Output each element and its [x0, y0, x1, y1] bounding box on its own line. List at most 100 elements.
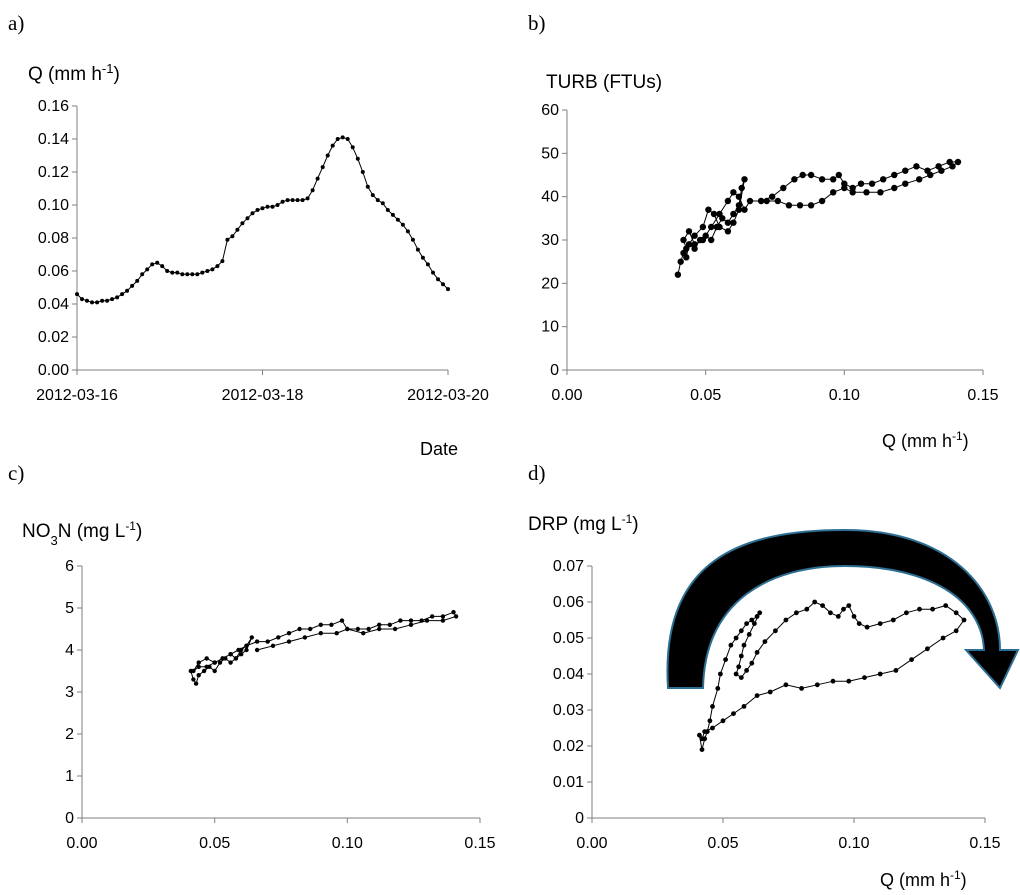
panel-c-letter: c) [8, 461, 24, 485]
panel-a-data-point [355, 156, 360, 161]
panel-a-data-point [320, 165, 325, 170]
panel-b-y-tick-label: 0 [550, 362, 559, 379]
panel-d-letter: d) [528, 461, 546, 485]
panel-b-x-tick-label: 0.15 [967, 387, 998, 404]
panel-a-data-point [105, 298, 110, 303]
panel-c-data-point [239, 652, 244, 657]
panel-a-data-point [431, 270, 435, 275]
panel-a-data-point [180, 272, 185, 277]
panel-a-x-tick-label: 2012-03-16 [36, 387, 118, 404]
panel-b-data-point [868, 180, 876, 187]
panel-a-y-tick-label: 0.14 [38, 131, 69, 148]
panel-b-data-point [927, 171, 934, 179]
panel-d-data-point [710, 704, 715, 709]
panel-a-y-tick-label: 0.04 [38, 296, 69, 313]
panel-c-y-tick-label: 2 [65, 726, 74, 743]
panel-d-data-point [846, 678, 852, 684]
panel-a-data-point [225, 237, 230, 242]
panel-d-data-point [925, 646, 930, 652]
panel-a-data-point [155, 260, 160, 265]
panel-b-title: TURB (FTUs) [546, 72, 662, 93]
panel-d-data-point [702, 729, 708, 734]
panel-b-data-point [699, 223, 707, 231]
panel-a-x-tick-label: 2012-03-20 [407, 387, 489, 404]
panel-d-data-point [953, 628, 959, 634]
panel-d-y-tick-label: 0.07 [553, 558, 584, 575]
panel-b-data-point [735, 193, 743, 200]
panel-a-y-tick-label: 0.16 [38, 98, 69, 115]
panel-b-data-point [796, 202, 804, 209]
panel-c-series-line [190, 611, 457, 685]
panel-d-data-point [862, 675, 867, 680]
panel-a-data-point [80, 297, 84, 302]
panel-d-data-point [909, 657, 914, 662]
panel-a-data-point [365, 184, 370, 189]
panel-d-data-point [864, 624, 870, 630]
panel-d-data-point [741, 704, 747, 709]
panel-b-data-point [730, 189, 737, 196]
panel-b-data-point [730, 219, 737, 226]
panel-a-data-point [110, 297, 115, 302]
panel-c-data-point [297, 626, 302, 632]
panel-d-data-point [738, 653, 744, 659]
panel-b-data-point [785, 202, 793, 209]
panel-d-data-point [697, 732, 702, 738]
panel-c-data-point [377, 626, 382, 632]
panel-c-data-point [453, 614, 459, 619]
panel-d-title: DRP (mg L-1) [528, 512, 639, 535]
panel-d-data-point [856, 621, 862, 626]
panel-d-y-tick-label: 0 [575, 810, 584, 827]
panel-d-data-point [877, 671, 883, 677]
panel-c-data-point [212, 668, 217, 674]
panel-b-data-point [857, 180, 865, 187]
panel-d-series-line [698, 601, 965, 750]
panel-c-x-tick-label: 0.05 [199, 835, 230, 852]
panel-a-data-point [345, 137, 350, 141]
panel-a-data-point [115, 295, 120, 300]
panel-d-data-point [749, 660, 755, 666]
panel-a-data-point [405, 229, 410, 234]
panel-b-data-point [705, 206, 712, 213]
panel-b-data-point [746, 197, 754, 205]
panel-d-data-point [754, 650, 760, 655]
panel-d-data-point [733, 635, 739, 641]
panel-a-data-point [75, 292, 79, 297]
panel-d-x-tick-label: 0.05 [707, 835, 738, 852]
panel-b-x-tick-label: 0.05 [690, 387, 721, 404]
panel-b-data-point [799, 171, 806, 179]
panel-d-data-point [741, 642, 747, 648]
panel-a-data-point [390, 212, 395, 217]
panel-c-data-point [318, 622, 323, 627]
panel-c-data-point [355, 626, 361, 632]
panel-b-data-point [807, 171, 815, 179]
panel-c-x-tick-label: 0.15 [464, 835, 495, 852]
panel-a-data-point [275, 203, 280, 207]
panel-a-series-line [76, 136, 449, 303]
panel-b-data-point [818, 197, 826, 205]
panel-d-data-point [744, 621, 749, 626]
panel-d-data-point [828, 610, 833, 616]
panel-d-data-point [773, 628, 778, 634]
panel-a-data-point [385, 208, 390, 212]
panel-d-data-point [738, 628, 744, 634]
panel-d-data-point [783, 682, 789, 688]
panel-c-data-point [228, 660, 233, 665]
panel-c-y-tick-label: 0 [65, 810, 74, 827]
panel-c-data-point [361, 631, 366, 636]
panel-c-title: NO3N (mg L-1) [22, 519, 142, 548]
panel-b-data-point [902, 180, 909, 187]
panel-c-data-point [366, 626, 371, 632]
panel-c-data-point [392, 626, 398, 632]
panel-d-data-point [890, 617, 896, 623]
panel-c-data-point [318, 631, 323, 636]
panel-d-data-point [738, 675, 744, 680]
panel-a-data-point [300, 198, 305, 203]
panel-b-data-point [780, 184, 787, 192]
panel-c-data-point [254, 647, 260, 653]
panel-b-data-point [830, 176, 837, 183]
panel-a-data-point [145, 267, 150, 272]
panel-a-data-point [425, 262, 430, 267]
panel-d-y-tick-label: 0.03 [553, 702, 584, 719]
panel-b-x-tick-label: 0.00 [551, 387, 582, 404]
panel-a-data-point [235, 227, 240, 232]
